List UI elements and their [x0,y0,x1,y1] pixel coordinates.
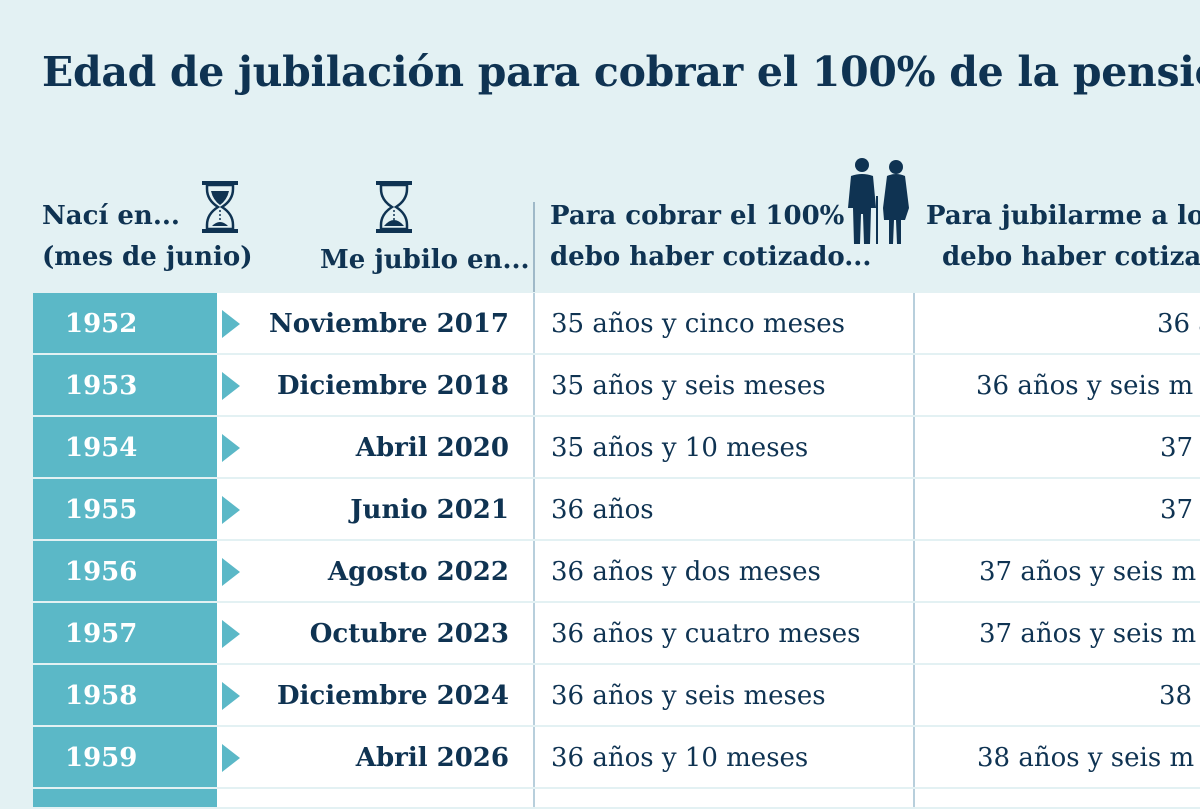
arrow-right-icon [222,434,240,462]
retirement-date: Octubre 2023 [309,619,509,649]
full-pension-contribution: 36 años y seis meses [533,665,913,725]
retire-65-value: 38 años y seis m [977,743,1195,773]
header-full-line1: Para cobrar el 100% [550,201,845,231]
retire-65-value: 37 a [1160,495,1200,525]
retirement-date: Diciembre 2018 [276,371,509,401]
birth-year: 1958 [33,665,217,725]
full-pension-contribution: 36 años [533,479,913,539]
full-pension-cell [533,789,913,807]
birth-year: 1953 [33,355,217,415]
retire-65-value: 38 a [1159,681,1200,711]
table-row: 1956 Agosto 2022 36 años y dos meses 37 … [33,541,1200,603]
header-retire-65: Para jubilarme a lo debo haber cotiza [926,196,1200,278]
full-pension-contribution: 35 años y 10 meses [533,417,913,477]
arrow-right-icon [222,620,240,648]
birth-year: 1956 [33,541,217,601]
full-pension-contribution: 35 años y seis meses [533,355,913,415]
retirement-date: Abril 2020 [355,433,509,463]
retirement-date: Noviembre 2017 [269,309,509,339]
header-born-line1: Nací en... [42,201,180,231]
hourglass-icon [202,181,238,233]
retire-65-contribution: 38 años y seis m [913,727,1200,787]
table-row: 1958 Diciembre 2024 36 años y seis meses… [33,665,1200,727]
retire-65-value: 36 a [1157,309,1200,339]
table-row: 1955 Junio 2021 36 años 37 a [33,479,1200,541]
arrow-right-icon [222,496,240,524]
table-row: 1959 Abril 2026 36 años y 10 meses 38 añ… [33,727,1200,789]
birth-year: 1955 [33,479,217,539]
retire-65-contribution: 37 años y seis m [913,541,1200,601]
retire-65-contribution: 37 años y seis m [913,603,1200,663]
birth-year: 1959 [33,727,217,787]
arrow-right-icon [222,310,240,338]
retirement-date: Agosto 2022 [327,557,509,587]
retire-65-contribution: 37 a [913,417,1200,477]
page-title: Edad de jubilación para cobrar el 100% d… [42,48,1200,96]
full-pension-contribution: 35 años y cinco meses [533,293,913,353]
full-pension-contribution: 36 años y dos meses [533,541,913,601]
header-retire65-line1: Para jubilarme a lo [926,201,1200,231]
retirement-date: Diciembre 2024 [276,681,509,711]
header-full-line2: debo haber cotizado... [550,242,872,272]
birth-year: 1957 [33,603,217,663]
table-row-partial [33,789,1200,809]
header-full-pension: Para cobrar el 100% debo haber cotizado.… [550,196,871,278]
birth-year: 1952 [33,293,217,353]
retire-65-value: 37 años y seis m [979,557,1197,587]
arrow-right-icon [222,744,240,772]
table-row: 1952 Noviembre 2017 35 años y cinco mese… [33,293,1200,355]
full-pension-contribution: 36 años y 10 meses [533,727,913,787]
retirement-date: Abril 2026 [355,743,509,773]
retire-65-contribution: 36 años y seis m [913,355,1200,415]
elderly-couple-icon [848,158,909,244]
retire-65-contribution: 36 a [913,293,1200,353]
birth-year: 1954 [33,417,217,477]
hourglass-icon [376,181,412,233]
arrow-right-icon [222,558,240,586]
pension-table: 1952 Noviembre 2017 35 años y cinco mese… [33,293,1200,809]
retire-65-contribution: 37 a [913,479,1200,539]
table-row: 1954 Abril 2020 35 años y 10 meses 37 a [33,417,1200,479]
retire-65-value: 36 años y seis m [976,371,1194,401]
header-retire65-line2: debo haber cotiza [942,242,1200,272]
retire-65-cell [913,789,1200,807]
header-retire: Me jubilo en... [320,245,530,275]
header-born-line2: (mes de junio) [42,242,253,272]
full-pension-contribution: 36 años y cuatro meses [533,603,913,663]
arrow-right-icon [222,372,240,400]
retire-65-value: 37 años y seis m [979,619,1197,649]
table-row: 1953 Diciembre 2018 35 años y seis meses… [33,355,1200,417]
retirement-date: Junio 2021 [350,495,509,525]
header-born: Nací en... (mes de junio) [42,196,253,278]
birth-year-cell [33,789,217,807]
retire-65-value: 37 a [1160,433,1200,463]
table-row: 1957 Octubre 2023 36 años y cuatro meses… [33,603,1200,665]
arrow-right-icon [222,682,240,710]
retire-65-contribution: 38 a [913,665,1200,725]
header-divider [533,202,535,292]
